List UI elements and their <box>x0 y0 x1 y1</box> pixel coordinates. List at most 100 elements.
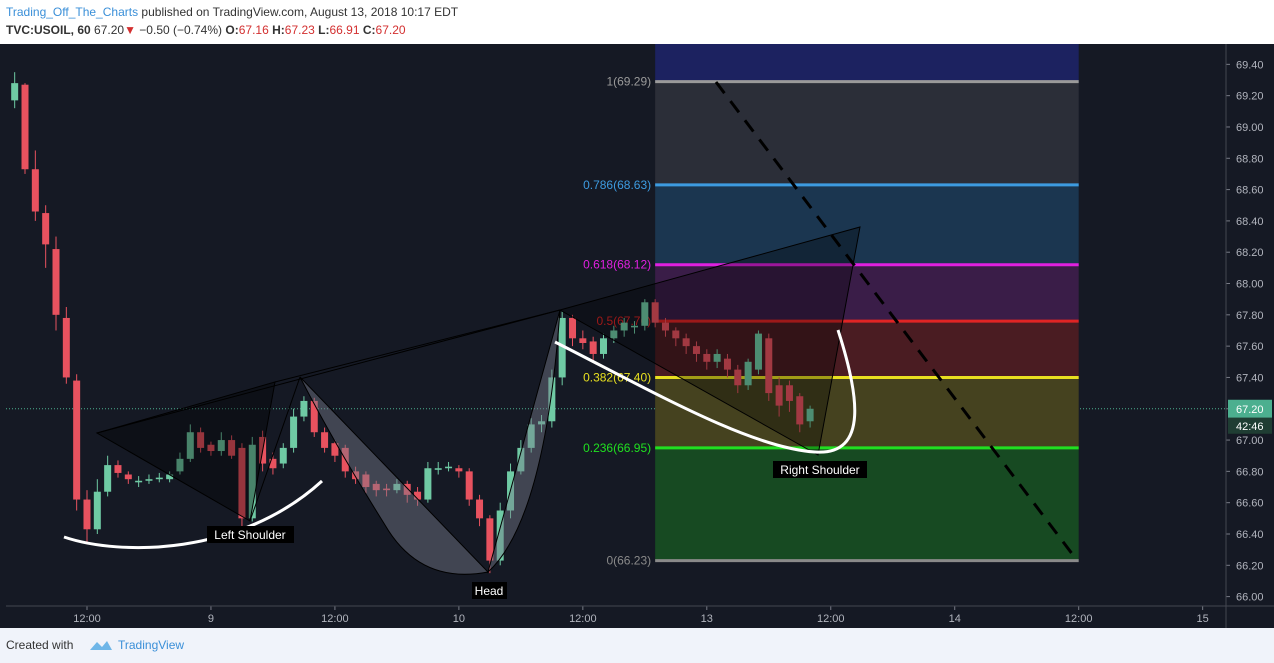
brand[interactable]: TradingView <box>118 638 185 652</box>
published: published on TradingView.com, August 13,… <box>141 5 459 19</box>
symbol: TVC:USOIL, 60 <box>6 23 91 37</box>
candle-body <box>424 468 432 500</box>
countdown-label: 42:46 <box>1236 421 1264 433</box>
candle-body <box>114 465 122 473</box>
curve <box>554 329 857 454</box>
y-tick-label: 67.80 <box>1236 310 1264 322</box>
candle-body <box>372 483 380 491</box>
drawing-line <box>249 376 301 522</box>
price-tag <box>1228 399 1272 418</box>
ohlc-label: H: <box>272 23 285 37</box>
y-tick-label: 68.40 <box>1236 216 1264 228</box>
fib-label: 0(66.23) <box>606 554 651 568</box>
y-tick-label: 68.80 <box>1236 153 1264 165</box>
fib-label: 0.382(67.40) <box>583 370 651 384</box>
candle-body <box>806 408 814 422</box>
fib-label: 0.786(68.63) <box>583 178 651 192</box>
y-tick-label: 68.60 <box>1236 185 1264 197</box>
candle-body <box>465 471 473 500</box>
candle-body <box>579 338 587 344</box>
header: Trading_Off_The_Charts published on Trad… <box>6 3 458 39</box>
header-line-1: Trading_Off_The_Charts published on Trad… <box>6 3 458 21</box>
candle-body <box>661 322 669 331</box>
fib-zone <box>655 81 1079 185</box>
drawing-line <box>96 309 561 434</box>
y-tick-label: 66.00 <box>1236 592 1264 604</box>
candle-body <box>630 325 638 328</box>
candle-body <box>362 474 370 488</box>
candle-body <box>476 499 484 519</box>
candle-body <box>321 432 329 448</box>
fib-label: 1(69.29) <box>606 75 651 89</box>
candle-body <box>765 338 773 394</box>
candle-body <box>393 483 401 491</box>
price: 67.20 <box>94 23 125 37</box>
candle-body <box>300 400 308 417</box>
fib-retracement: 1(69.29)0.786(68.63)0.618(68.12)0.5(67.7… <box>583 44 1079 568</box>
candle-body <box>754 333 762 370</box>
candle-body <box>610 330 618 339</box>
candle-body <box>723 358 731 370</box>
candle-body <box>434 468 442 470</box>
head-shape <box>299 376 490 575</box>
fib-label: 0.618(68.12) <box>583 258 651 272</box>
annotation: Left Shoulder <box>214 528 285 542</box>
author[interactable]: Trading_Off_The_Charts <box>6 5 139 19</box>
drawing-line <box>274 309 561 383</box>
candle-body <box>145 479 153 481</box>
candle-body <box>403 483 411 495</box>
dashed-projection <box>714 81 1075 556</box>
x-tick-label: 12:00 <box>73 613 101 625</box>
candle-body <box>641 302 649 326</box>
created-with: Created with <box>6 638 74 652</box>
x-tick-label: 12:00 <box>817 613 845 625</box>
y-tick-label: 66.20 <box>1236 560 1264 572</box>
candle-body <box>414 491 422 500</box>
y-tick-label: 67.60 <box>1236 341 1264 353</box>
ohlc-value: 67.16 <box>238 23 269 37</box>
y-tick-label: 66.60 <box>1236 498 1264 510</box>
candle-body <box>548 377 556 422</box>
countdown-tag <box>1228 417 1272 434</box>
ohlc-label: C: <box>362 23 376 37</box>
candle-body <box>569 317 577 339</box>
candle-body <box>248 444 256 519</box>
x-tick-label: 9 <box>208 613 214 625</box>
candle-body <box>21 84 29 170</box>
y-tick-label: 68.20 <box>1236 247 1264 259</box>
candle-body <box>166 474 174 480</box>
candle-body <box>713 353 721 362</box>
y-tick-label: 67.00 <box>1236 435 1264 447</box>
candle-body <box>104 465 112 492</box>
candle-body <box>682 338 690 347</box>
logo <box>90 641 112 650</box>
fib-zone <box>655 44 1079 82</box>
candle-body <box>217 440 225 452</box>
label-box <box>773 461 867 478</box>
candle-body <box>135 480 143 483</box>
label-box <box>472 582 507 599</box>
candle-body <box>486 518 494 561</box>
arrow: ▼ <box>124 23 136 37</box>
change: −0.50 (−0.74%) <box>139 23 223 37</box>
candle-body <box>517 447 525 472</box>
candle-body <box>197 432 205 448</box>
x-tick-label: 12:00 <box>569 613 597 625</box>
candle-body <box>290 416 298 448</box>
ohlc-label: L: <box>318 23 330 37</box>
candle-body <box>744 361 752 386</box>
price-tag-label: 67.20 <box>1236 404 1264 416</box>
axes: 66.00 66.20 66.40 66.60 66.80 67.00 67.20 67.40… <box>6 44 1274 628</box>
curve <box>63 479 324 550</box>
candle-body <box>310 400 318 433</box>
y-tick-label: 66.40 <box>1236 529 1264 541</box>
ohlc-label: O: <box>225 23 239 37</box>
candle-body <box>11 83 19 101</box>
candle-body <box>228 440 236 456</box>
candle-body <box>331 443 339 456</box>
candle-body <box>589 341 597 354</box>
x-tick-label: 14 <box>949 613 961 625</box>
fib-label: 0.236(66.95) <box>583 441 651 455</box>
x-tick-label: 15 <box>1197 613 1209 625</box>
fib-zone <box>655 377 1079 448</box>
